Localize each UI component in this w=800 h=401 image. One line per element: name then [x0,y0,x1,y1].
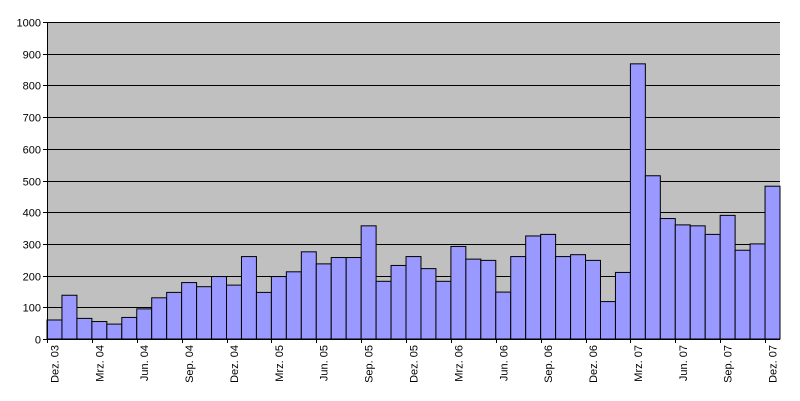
bar: Aug. 04: 147 [166,291,183,340]
bar: Dez. 07: 482 [764,185,781,340]
bar: Sep. 04: 178 [181,282,198,340]
y-tick-label: 400 [23,208,41,220]
bar: Jun. 07: 360 [674,224,691,340]
bar: Dez. 06: 248 [585,259,601,340]
x-tick-label: Mrz. 06 [453,345,465,382]
bar: Mai. 07: 380 [659,218,676,340]
y-tick-label: 600 [23,145,41,157]
bar: Feb. 06: 182 [435,280,452,340]
y-tick-label: 900 [23,50,41,62]
y-tick-label: 700 [23,113,41,125]
x-tick-label: Mrz. 04 [94,345,106,382]
bar: Jun. 05: 237 [315,263,332,340]
bar: Apr. 04: 47 [106,323,123,340]
bar: Nov. 05: 232 [390,264,407,340]
bar: Sep. 05: 357 [360,225,377,340]
bar: Apr. 07: 515 [644,175,661,340]
x-tick-label: Sep. 04 [184,345,196,383]
bar: Feb. 07: 210 [614,271,631,340]
y-tick-label: 200 [23,272,41,284]
bar: Jun. 06: 148 [495,291,512,340]
bar: Okt. 06: 260 [555,256,572,340]
x-tick-label: Sep. 05 [364,345,376,383]
bar: Sep. 06: 330 [540,233,557,340]
y-tick-label: 500 [23,177,41,189]
bar: Mai. 06: 248 [480,259,497,340]
bar-series: Dez. 03: 60Jan. 04: 138Feb. 04: 65Mrz. 0… [46,63,781,340]
y-tick-label: 300 [23,240,41,252]
bar: Dez. 03: 60 [46,319,63,340]
bar: Dez. 04: 170 [226,284,242,340]
x-tick-label: Sep. 07 [723,345,735,383]
bar: Okt. 04: 165 [196,286,213,340]
bar: Jul. 06: 260 [510,256,527,340]
axes [43,22,780,343]
y-tick-label: 800 [23,81,41,93]
x-tick-label: Dez. 06 [588,345,600,383]
bar: Okt. 05: 182 [375,280,392,340]
bar: Jan. 05: 260 [240,256,257,340]
x-tick-label: Sep. 06 [543,345,555,383]
x-tick-label: Dez. 04 [229,345,241,383]
bar: Jul. 05: 257 [330,257,347,340]
bar: Mrz. 05: 197 [270,276,287,340]
bar: Jun. 04: 95 [136,308,153,340]
y-tick-label: 100 [23,303,41,315]
bar: Mrz. 04: 55 [91,321,108,340]
x-tick-label: Jun. 07 [678,345,690,381]
x-tick-label: Jun. 06 [498,345,510,381]
bar: Feb. 05: 147 [255,291,272,340]
bar: Mai. 05: 275 [300,251,317,340]
bar: Jan. 06: 222 [420,268,437,340]
bar: Nov. 07: 300 [749,243,766,340]
x-axis-tick-labels: Dez. 03 Mrz. 04 Jun. 04 Sep. 04 Dez. 04 Mrz. … [49,345,779,383]
bar: Jul. 04: 130 [151,297,168,340]
x-tick-label: Mrz. 05 [274,345,286,382]
x-tick-label: Dez. 03 [49,345,61,383]
x-tick-label: Jun. 05 [319,345,331,381]
x-tick-label: Dez. 05 [409,345,421,383]
bar: Mai. 04: 68 [121,316,138,340]
bar: Apr. 06: 252 [465,258,482,340]
bar: Jan. 04: 138 [61,294,78,340]
bar: Apr. 05: 212 [285,271,302,340]
x-tick-label: Dez. 07 [768,345,780,383]
y-axis-tick-labels: 0 100 200 300 400 500 600 700 800 900 1000 [17,18,41,347]
bar: Feb. 04: 65 [76,317,93,340]
bar: Nov. 06: 266 [570,254,587,340]
x-tick-label: Jun. 04 [139,345,151,381]
bar: Mrz. 07: 868 [629,63,646,340]
y-tick-label: 0 [35,335,41,347]
bar: Aug. 07: 330 [704,233,721,340]
bar: Aug. 06: 325 [525,235,542,340]
bar: Okt. 07: 280 [734,249,751,340]
bar: Jul. 07: 357 [689,225,706,340]
x-tick-label: Mrz. 07 [633,345,645,382]
bar: Dez. 05: 260 [405,256,422,340]
bar: Jan. 07: 118 [599,301,616,340]
bar: Aug. 05: 257 [345,257,362,340]
y-tick-label: 1000 [17,18,41,30]
bar: Mrz. 06: 292 [450,245,467,340]
bar: Nov. 04: 197 [211,276,228,340]
bar: Sep. 07: 390 [719,214,736,340]
